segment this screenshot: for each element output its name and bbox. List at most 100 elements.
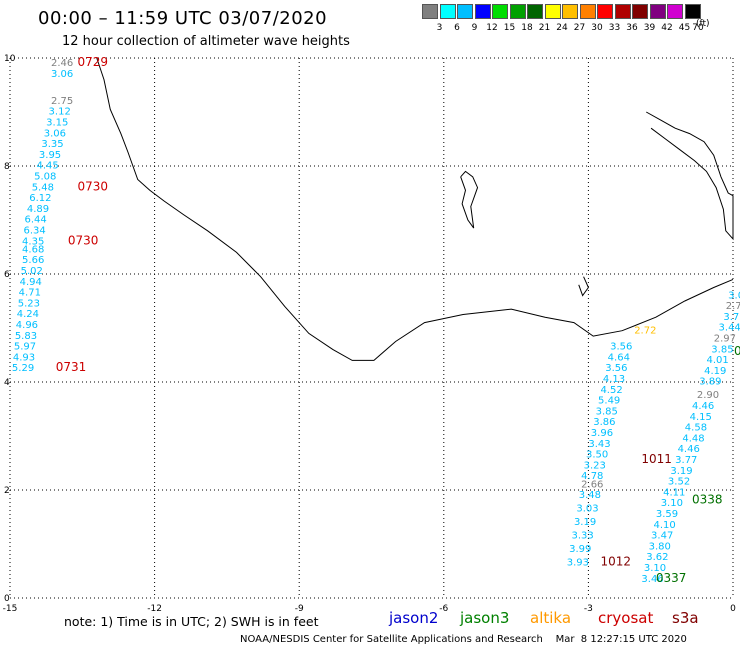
y-tick-label: 6 [4,270,10,280]
coast-outline-east [645,111,734,241]
x-tick-label: -3 [584,604,593,614]
wave-height-value: 2.46 [51,58,73,69]
wave-height-value: 3.15 [46,118,68,129]
color-scale-swatch [544,4,561,19]
wave-height-value: 6.34 [23,226,45,237]
color-scale-label: 21 [538,23,551,33]
legend-jason2: jason2 [389,609,439,627]
wave-height-value: 5.49 [598,396,620,407]
wave-height-value: 3.06 [44,128,66,139]
island-outline [578,276,589,297]
color-scale-label: 24 [556,23,568,33]
wave-height-value: 4.68 [22,244,44,255]
wave-height-value: 3.62 [646,552,668,563]
pass-time-label: 1012 [600,555,631,569]
wave-height-value: 3.86 [593,417,615,428]
color-scale-label: 39 [643,23,656,33]
coastline [96,57,734,361]
color-scale-label: 3 [436,23,443,33]
wave-height-value: 2.97 [714,334,736,345]
legend-s3a: s3a [672,609,699,627]
wave-height-value: 5.83 [15,331,37,342]
wave-height-value: 3.46 [641,574,663,585]
wave-height-value: 4.35 [22,236,44,247]
color-scale-swatch [439,4,456,19]
wave-height-value: 3.19 [574,517,596,528]
wave-height-value: 3.44 [719,323,740,334]
wave-height-value: 6.44 [24,215,46,226]
wave-height-value: 3.03 [576,504,598,515]
color-scale-swatch [579,4,596,19]
pass-time-label: 0730 [77,179,108,193]
wave-height-value: 3.52 [668,477,690,488]
wave-height-value: 3.10 [661,498,683,509]
wave-height-value: 4.10 [653,520,675,531]
color-scale-label: 12 [486,23,498,33]
wave-height-value: 4.24 [17,309,39,320]
y-tick-label: 4 [4,378,10,388]
wave-height-value: 3.23 [584,460,606,471]
wave-height-value: 4.46 [692,401,714,412]
wave-height-value: 4.46 [678,444,700,455]
wave-height-value: 3.56 [610,342,632,353]
wave-height-value: 4.78 [581,471,603,482]
color-scale-label: 70 [692,23,704,33]
wave-height-value: 3.12 [49,107,71,118]
wave-height-value: 3.35 [41,139,63,150]
wave-height-value: 2.75 [51,96,73,107]
wave-height-value: 5.48 [32,182,54,193]
pass-time-label: 1011 [641,452,672,466]
map-note: note: 1) Time is in UTC; 2) SWH is in fe… [64,614,319,629]
color-scale-label: 15 [503,23,516,33]
map-title: 00:00 – 11:59 UTC 03/07/2020 [38,8,328,29]
wave-height-value: 4.93 [13,352,35,363]
wave-height-value: 4.71 [19,288,41,299]
wave-height-value: 4.01 [706,355,728,366]
color-scale-swatch [562,4,578,19]
legend-altika: altika [530,609,572,627]
pass-time-label: 0729 [77,55,108,69]
wave-height-value: 5.66 [22,255,44,266]
color-scale-swatch [684,4,701,19]
legend-cryosat: cryosat [598,609,654,627]
x-tick-label: -9 [295,604,304,614]
wave-height-value: 2.90 [697,390,719,401]
color-scale-label: 45 [678,23,691,33]
color-scale-swatch [422,4,438,19]
color-scale-swatch [457,4,473,19]
wave-height-value: 4.11 [663,487,685,498]
wave-height-value: 5.23 [18,298,40,309]
wave-height-value: 4.96 [16,320,38,331]
pass-time-label: 0338 [692,493,723,507]
wave-height-value: 3.89 [699,377,721,388]
map-subtitle: 12 hour collection of altimeter wave hei… [62,34,350,49]
color-scale-label: 30 [591,23,603,33]
wave-height-value: 3.77 [675,455,697,466]
pass-time-label: 0731 [56,360,87,374]
wave-height-value: 3.85 [596,406,618,417]
lake-outline [460,170,479,229]
x-tick-label: -12 [147,604,162,614]
wave-height-value: 3.56 [605,363,627,374]
wave-height-value: 4.64 [608,352,630,363]
color-scale-label: 18 [521,23,533,33]
color-scale-swatch [527,4,543,19]
x-tick-label: 0 [730,604,736,614]
wave-height-value: 3.48 [579,490,601,501]
wave-height-value: 3.85 [711,344,733,355]
y-tick-label: 0 [4,594,10,604]
wave-height-value: 3.19 [670,466,692,477]
wave-height-value: 4.15 [690,412,712,423]
color-scale-swatch [597,4,613,19]
wave-height-value: 4.48 [682,433,704,444]
x-tick-label: -6 [439,604,448,614]
pass-time-label: 0337 [656,571,687,585]
y-tick-label: 2 [4,486,10,496]
color-scale-label: 27 [573,23,586,33]
wave-height-value: 5.08 [34,172,56,183]
wave-height-value: 4.52 [600,385,622,396]
wave-height-value: 4.89 [27,204,49,215]
wave-height-value: 3.50 [586,450,608,461]
color-scale-unit: (ft) [696,19,710,29]
color-scale-label: 9 [471,23,478,33]
